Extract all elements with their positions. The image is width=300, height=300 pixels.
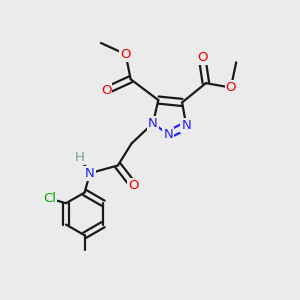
- Text: O: O: [226, 81, 236, 94]
- Text: O: O: [120, 48, 131, 61]
- Text: H: H: [74, 151, 84, 164]
- Text: N: N: [148, 117, 158, 130]
- Text: O: O: [128, 179, 139, 192]
- Text: N: N: [85, 167, 95, 180]
- Text: N: N: [182, 119, 191, 132]
- Text: O: O: [197, 51, 207, 64]
- Text: N: N: [164, 128, 173, 141]
- Text: Cl: Cl: [43, 192, 56, 205]
- Text: O: O: [101, 84, 111, 97]
